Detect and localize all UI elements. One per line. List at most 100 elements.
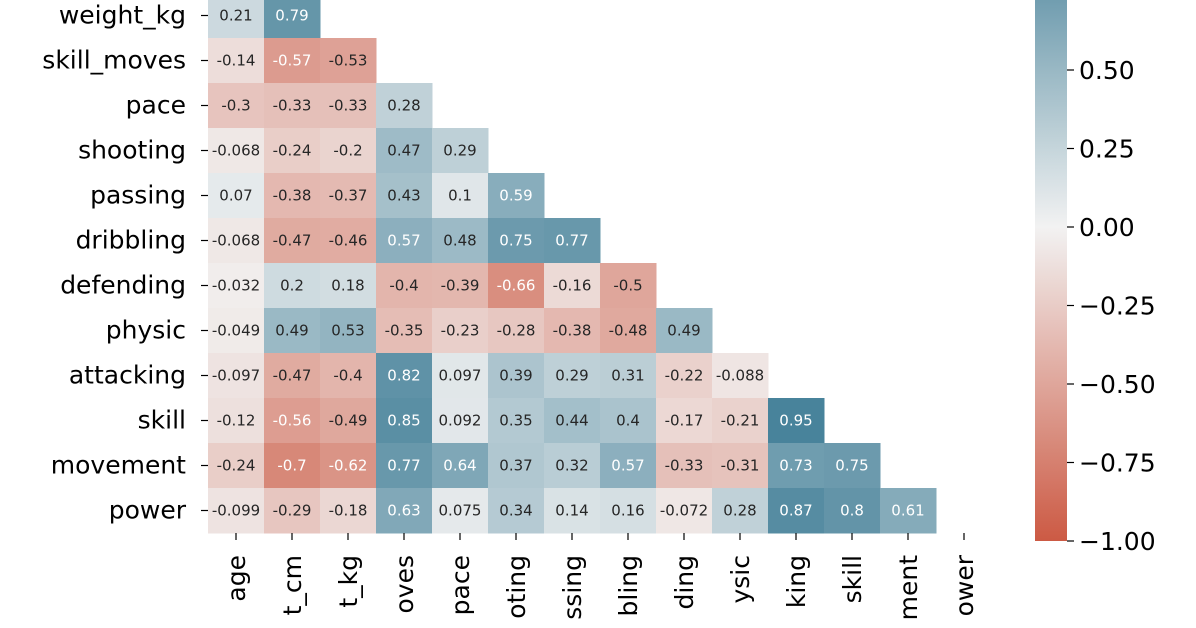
heatmap-cell	[264, 263, 321, 309]
x-tick-label: bling	[614, 555, 643, 616]
cell-value-label: 0.34	[499, 502, 532, 520]
y-tick-label: weight_kg	[59, 1, 186, 30]
cell-value-label: -0.18	[329, 502, 368, 520]
cell-value-label: 0.57	[611, 457, 644, 475]
cell-value-label: -0.56	[273, 412, 312, 430]
cell-value-label: 0.43	[387, 187, 420, 205]
cell-value-label: -0.48	[609, 322, 648, 340]
heatmap-cell	[544, 308, 601, 354]
heatmap-cell	[264, 0, 321, 39]
cell-value-label: -0.47	[273, 367, 312, 385]
heatmap-cell	[320, 443, 377, 489]
cell-value-label: 0.44	[555, 412, 588, 430]
heatmap-cell	[768, 488, 825, 534]
cell-value-label: -0.097	[212, 367, 260, 385]
cell-value-label: -0.38	[553, 322, 592, 340]
cell-value-label: 0.77	[387, 457, 420, 475]
heatmap-cell	[208, 443, 265, 489]
cell-value-label: 0.4	[616, 412, 640, 430]
cell-value-label: -0.068	[212, 142, 260, 160]
heatmap-cell	[432, 488, 489, 534]
cell-value-label: -0.16	[553, 277, 592, 295]
cell-value-label: 0.63	[387, 502, 420, 520]
colorbar-tick-label: −0.50	[1079, 370, 1156, 399]
x-tick-label: pace	[446, 555, 475, 615]
cell-value-label: -0.38	[273, 187, 312, 205]
x-tick-label: ower	[950, 554, 979, 616]
heatmap-cell	[432, 173, 489, 219]
cell-value-label: 0.87	[779, 502, 812, 520]
heatmap-cell	[712, 353, 769, 399]
cell-value-label: -0.3	[221, 97, 250, 115]
cell-value-label: 0.29	[555, 367, 588, 385]
heatmap-cell	[320, 488, 377, 534]
cell-value-labels: 0.21 0.79 -0.14 -0.57 -0.53 -0.3 -0.33 -0.33 0.2…	[212, 7, 925, 520]
heatmap-cell	[824, 443, 881, 489]
x-tick-label: t_cm	[278, 555, 307, 615]
heatmap-cell	[432, 128, 489, 174]
cell-value-label: 0.32	[555, 457, 588, 475]
x-tick-label: ysic	[726, 555, 755, 604]
heatmap-cell	[488, 308, 545, 354]
y-tick-label: skill	[138, 406, 186, 435]
heatmap-cell	[376, 308, 433, 354]
heatmap-cell	[208, 263, 265, 309]
cell-value-label: -0.5	[613, 277, 642, 295]
heatmap-cells	[208, 0, 937, 534]
cell-value-label: -0.21	[721, 412, 760, 430]
heatmap-cell	[600, 263, 657, 309]
heatmap-cell	[320, 308, 377, 354]
heatmap-cell	[432, 263, 489, 309]
heatmap-cell	[320, 83, 377, 129]
cell-value-label: 0.28	[387, 97, 420, 115]
colorbar-tick-label: −0.75	[1079, 449, 1156, 478]
heatmap-cell	[432, 218, 489, 264]
heatmap-cell	[264, 173, 321, 219]
heatmap-cell	[712, 488, 769, 534]
heatmap-cell	[432, 443, 489, 489]
cell-value-label: 0.37	[499, 457, 532, 475]
heatmap-cell	[264, 83, 321, 129]
heatmap-cell	[488, 443, 545, 489]
cell-value-label: 0.73	[779, 457, 812, 475]
cell-value-label: 0.2	[280, 277, 304, 295]
cell-value-label: 0.49	[667, 322, 700, 340]
heatmap-cell	[208, 398, 265, 444]
heatmap-cell	[376, 173, 433, 219]
heatmap-cell	[320, 128, 377, 174]
heatmap-cell	[488, 173, 545, 219]
cell-value-label: 0.21	[219, 7, 252, 25]
heatmap-cell	[376, 488, 433, 534]
y-tick-label: physic	[106, 316, 186, 345]
cell-value-label: 0.79	[275, 7, 308, 25]
heatmap-cell	[600, 488, 657, 534]
heatmap-cell	[208, 308, 265, 354]
heatmap-cell	[432, 308, 489, 354]
heatmap-cell	[656, 443, 713, 489]
heatmap-cell	[488, 398, 545, 444]
cell-value-label: 0.57	[387, 232, 420, 250]
heatmap-cell	[208, 353, 265, 399]
heatmap-cell	[600, 443, 657, 489]
cell-value-label: -0.032	[212, 277, 260, 295]
cell-value-label: 0.092	[439, 412, 482, 430]
cell-value-label: -0.099	[212, 502, 260, 520]
heatmap-cell	[824, 488, 881, 534]
colorbar-tick-label: 0.50	[1079, 56, 1135, 85]
heatmap-cell	[320, 38, 377, 84]
colorbar-tick-label: 0.00	[1079, 213, 1135, 242]
heatmap-cell	[376, 218, 433, 264]
x-tick-label: oting	[502, 555, 531, 619]
x-tick-label: ment	[894, 555, 923, 621]
colorbar-gradient	[1035, 0, 1067, 541]
colorbar-tick-label: 0.25	[1079, 135, 1135, 164]
colorbar-tick-label: −0.25	[1079, 292, 1156, 321]
y-tick-label: defending	[60, 271, 186, 300]
heatmap-cell	[768, 443, 825, 489]
heatmap-cell	[544, 398, 601, 444]
colorbar: 1.000.500.250.00−0.25−0.50−0.75−1.00	[1035, 0, 1156, 556]
cell-value-label: -0.33	[273, 97, 312, 115]
y-tick-label: dribbling	[76, 226, 186, 255]
cell-value-label: -0.53	[329, 52, 368, 70]
heatmap-cell	[656, 398, 713, 444]
